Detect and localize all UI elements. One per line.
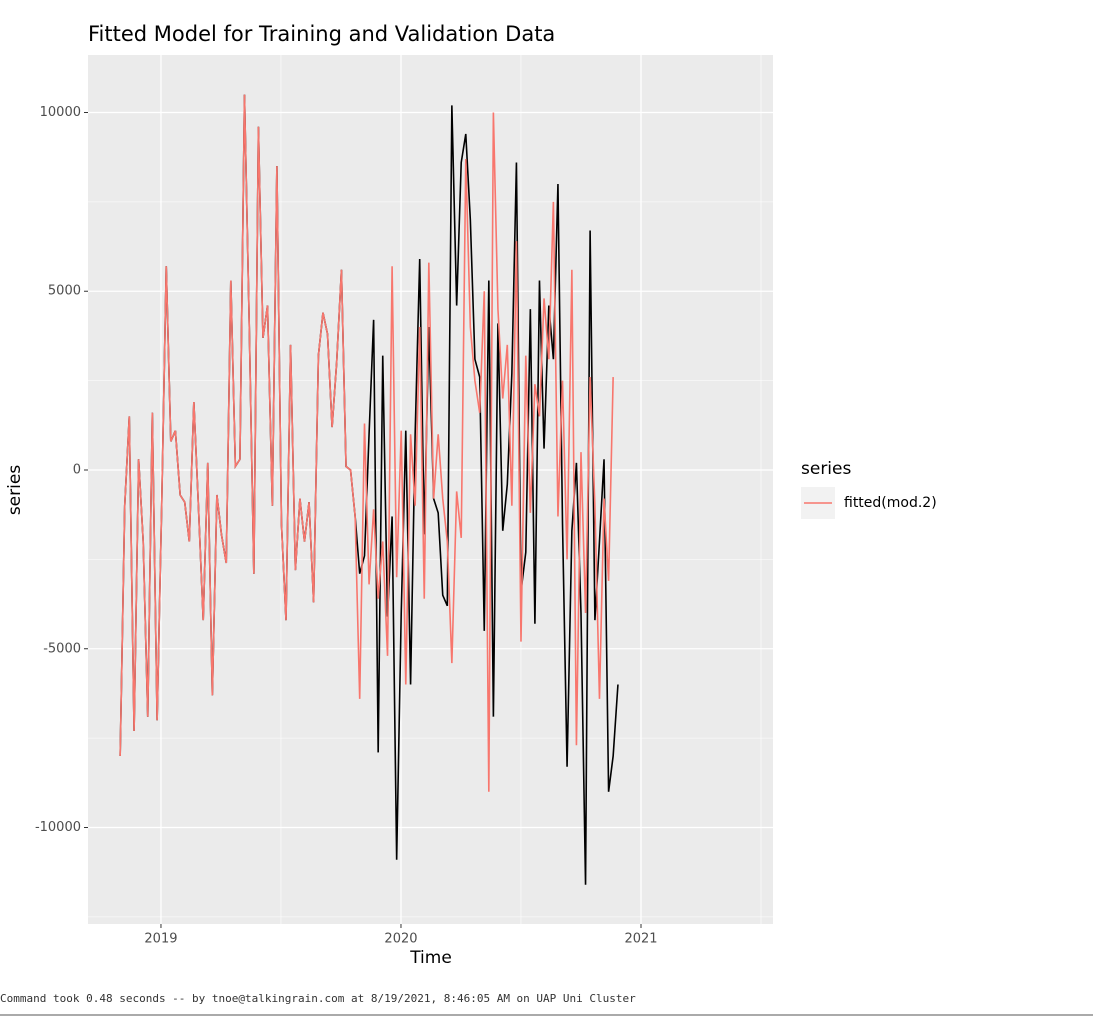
grid [88, 55, 773, 924]
series-line [119, 94, 614, 792]
x-tick-label: 2021 [624, 932, 657, 947]
footer: Command took 0.48 seconds -- by tnoe@tal… [0, 992, 636, 1005]
lines [119, 94, 619, 885]
legend-label: fitted(mod.2) [844, 495, 937, 511]
panel [88, 55, 773, 924]
chart-title: Fitted Model for Training and Validation… [88, 22, 555, 46]
x-tick-label: 2019 [144, 932, 177, 947]
x-axis-title: Time [409, 948, 452, 968]
legend: fitted(mod.2) [801, 487, 937, 519]
y-axis-title: series [5, 465, 25, 515]
y-tick-label: 0 [73, 462, 81, 477]
legend-title: series [801, 459, 851, 479]
y-tick-label: -5000 [43, 641, 81, 656]
y-tick-label: 10000 [40, 105, 81, 120]
x-tick-label: 2020 [384, 932, 417, 947]
y-tick-label: 5000 [48, 284, 81, 299]
y-tick-label: -10000 [35, 820, 81, 835]
